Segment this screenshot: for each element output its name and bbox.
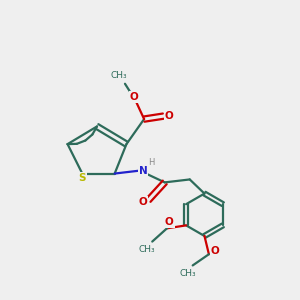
Text: O: O [165,111,173,121]
Text: CH₃: CH₃ [138,245,155,254]
Text: O: O [129,92,138,102]
Text: O: O [165,217,174,227]
Text: CH₃: CH₃ [180,269,196,278]
Text: CH₃: CH₃ [111,71,128,80]
Text: O: O [138,196,147,206]
Text: H: H [148,158,154,167]
Text: O: O [211,246,220,256]
Text: N: N [139,166,148,176]
Text: S: S [79,173,86,183]
